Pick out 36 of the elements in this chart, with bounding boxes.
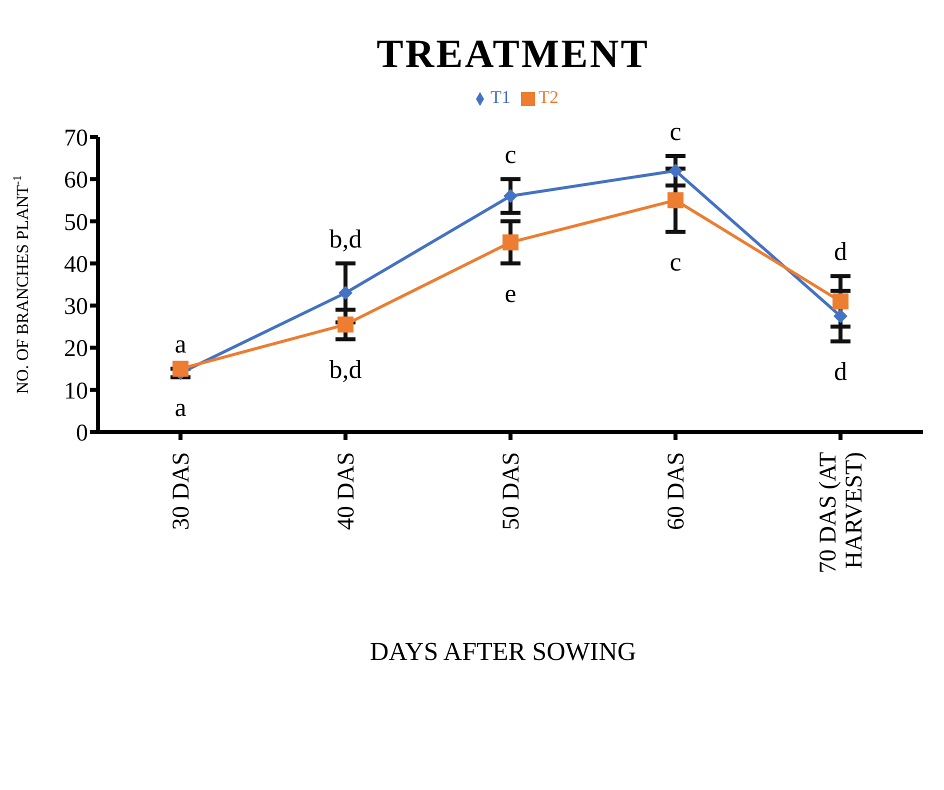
y-tick-label: 70 [64, 126, 88, 152]
point [834, 309, 848, 324]
point [502, 234, 518, 250]
annotation: e [504, 279, 516, 308]
point [668, 192, 684, 208]
annotation: c [670, 248, 682, 277]
point [832, 293, 848, 310]
annotation: b,d [329, 224, 362, 254]
point [504, 189, 518, 203]
y-tick-label: 10 [64, 378, 88, 404]
point [668, 164, 682, 178]
y-tick-label: 30 [64, 294, 88, 320]
point [338, 316, 354, 333]
annotation: a [174, 392, 187, 422]
annotation: c [504, 140, 516, 170]
x-tick-label: 30 DAS [168, 452, 194, 530]
chart-title: TREATMENT [376, 30, 650, 77]
annotation: c [670, 116, 682, 146]
x-tick-label: 60 DAS [664, 452, 690, 530]
legend-label: T2 [538, 87, 558, 107]
y-tick-label: 20 [64, 336, 88, 362]
y-tick-label: 40 [64, 252, 88, 278]
annotation: b,d [329, 355, 362, 384]
y-tick-label: 0 [76, 420, 88, 447]
point [172, 360, 188, 377]
annotation: a [174, 330, 187, 359]
legend-label: T1 [490, 87, 510, 107]
point [338, 286, 352, 300]
x-tick-label: 40 DAS [334, 452, 360, 530]
x-tick-label: 70 DAS (AT HARVEST) [816, 452, 868, 574]
annotation: d [834, 357, 847, 386]
y-tick-label: 60 [64, 168, 88, 194]
x-tick-label: 50 DAS [498, 452, 524, 530]
annotation: d [834, 237, 847, 266]
x-axis-title: DAYS AFTER SOWING [368, 637, 638, 667]
y-tick-label: 50 [64, 210, 88, 236]
